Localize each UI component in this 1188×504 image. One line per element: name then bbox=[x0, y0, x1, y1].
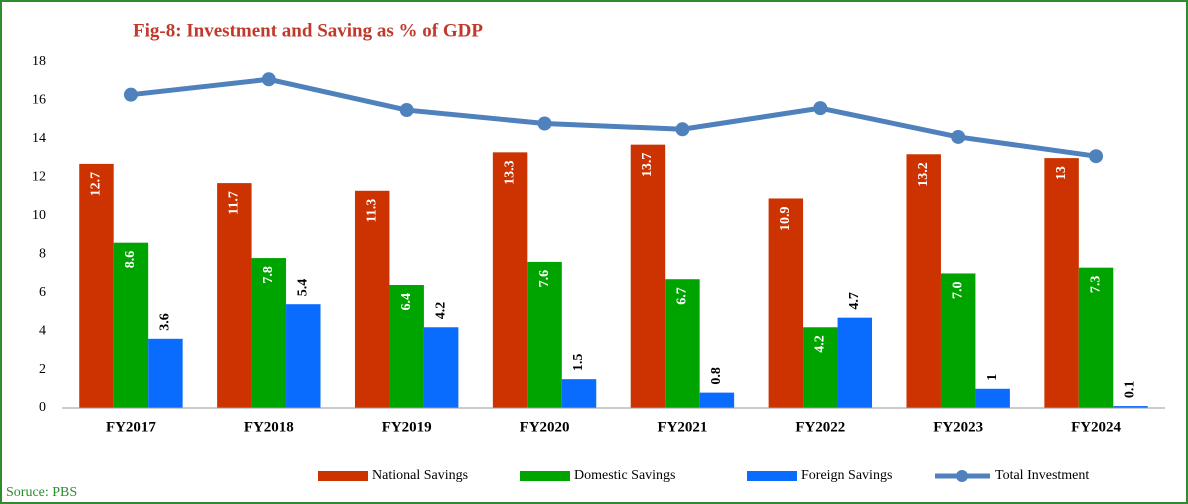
x-tick-label: FY2017 bbox=[106, 419, 156, 435]
bar bbox=[940, 273, 976, 408]
data-label: 7.3 bbox=[1088, 276, 1103, 294]
bar bbox=[389, 284, 424, 408]
legend-label: Total Investment bbox=[995, 468, 1089, 483]
source-note: Soruce: PBS bbox=[6, 485, 77, 500]
data-label: 13.3 bbox=[502, 160, 517, 185]
data-label: 12.7 bbox=[89, 172, 104, 197]
line-marker bbox=[123, 87, 138, 102]
bar bbox=[1044, 158, 1079, 408]
data-label: 4.2 bbox=[813, 335, 828, 353]
line-marker bbox=[537, 116, 552, 131]
data-label: 10.9 bbox=[778, 206, 793, 231]
data-label: 7.0 bbox=[950, 281, 965, 299]
data-label: 7.6 bbox=[537, 270, 552, 288]
y-tick-label: 10 bbox=[32, 208, 46, 223]
legend-swatch bbox=[318, 471, 368, 481]
bar bbox=[1113, 406, 1148, 408]
data-label: 5.4 bbox=[296, 279, 311, 297]
bar bbox=[665, 279, 700, 408]
line-marker bbox=[813, 101, 828, 116]
bar bbox=[699, 392, 735, 408]
legend-swatch bbox=[956, 470, 968, 482]
data-label: 13.7 bbox=[640, 153, 655, 178]
x-tick-label: FY2020 bbox=[520, 419, 570, 435]
y-tick-label: 2 bbox=[39, 362, 46, 377]
legend-swatch bbox=[520, 471, 570, 481]
data-label: 4.7 bbox=[847, 292, 862, 310]
bar bbox=[148, 338, 183, 408]
legend-label: Domestic Savings bbox=[574, 468, 676, 483]
legend-label: National Savings bbox=[372, 468, 468, 483]
y-tick-label: 0 bbox=[39, 400, 46, 415]
bar bbox=[803, 327, 838, 408]
y-tick-label: 4 bbox=[39, 323, 46, 338]
bar bbox=[492, 152, 528, 408]
bar bbox=[527, 261, 562, 408]
y-tick-label: 16 bbox=[32, 93, 46, 108]
bar bbox=[286, 304, 321, 408]
y-tick-label: 14 bbox=[32, 131, 46, 146]
line-marker bbox=[675, 122, 690, 137]
x-tick-label: FY2024 bbox=[1071, 419, 1121, 435]
bar bbox=[630, 144, 666, 408]
y-tick-label: 8 bbox=[39, 246, 46, 261]
x-tick-label: FY2023 bbox=[933, 419, 983, 435]
x-tick-label: FY2018 bbox=[244, 419, 294, 435]
bar bbox=[423, 327, 459, 408]
line-marker bbox=[399, 103, 414, 118]
bar bbox=[975, 388, 1010, 408]
data-label: 13 bbox=[1054, 166, 1069, 180]
bar bbox=[354, 190, 390, 408]
line-marker bbox=[1089, 149, 1104, 164]
bar bbox=[906, 154, 941, 408]
x-tick-label: FY2022 bbox=[795, 419, 845, 435]
line-marker bbox=[951, 129, 966, 144]
bar bbox=[561, 379, 597, 408]
bar bbox=[113, 242, 149, 408]
legend-swatch bbox=[747, 471, 797, 481]
data-label: 13.2 bbox=[916, 162, 931, 187]
y-tick-label: 12 bbox=[32, 170, 46, 185]
data-label: 0.1 bbox=[1123, 381, 1138, 399]
bar bbox=[837, 317, 873, 408]
y-tick-label: 18 bbox=[32, 54, 46, 69]
bar bbox=[217, 183, 252, 408]
data-label: 1 bbox=[985, 374, 1000, 381]
x-tick-label: FY2021 bbox=[657, 419, 707, 435]
data-label: 4.2 bbox=[433, 302, 448, 320]
data-label: 6.4 bbox=[399, 293, 414, 311]
data-label: 11.7 bbox=[227, 191, 242, 215]
data-label: 0.8 bbox=[709, 367, 724, 385]
line-series bbox=[130, 76, 1097, 159]
data-label: 8.6 bbox=[123, 251, 138, 269]
legend-label: Foreign Savings bbox=[801, 468, 892, 483]
bar bbox=[251, 258, 287, 408]
data-label: 11.3 bbox=[364, 199, 379, 223]
data-label: 6.7 bbox=[675, 287, 690, 305]
data-label: 3.6 bbox=[158, 313, 173, 331]
data-label: 1.5 bbox=[571, 354, 586, 372]
line-marker bbox=[261, 72, 276, 87]
bar bbox=[79, 163, 114, 408]
chart-title: Fig-8: Investment and Saving as % of GDP bbox=[133, 20, 483, 41]
bar bbox=[1078, 267, 1114, 408]
data-label: 7.8 bbox=[261, 266, 276, 284]
bar bbox=[768, 198, 804, 408]
y-tick-label: 6 bbox=[39, 285, 46, 300]
x-tick-label: FY2019 bbox=[382, 419, 432, 435]
